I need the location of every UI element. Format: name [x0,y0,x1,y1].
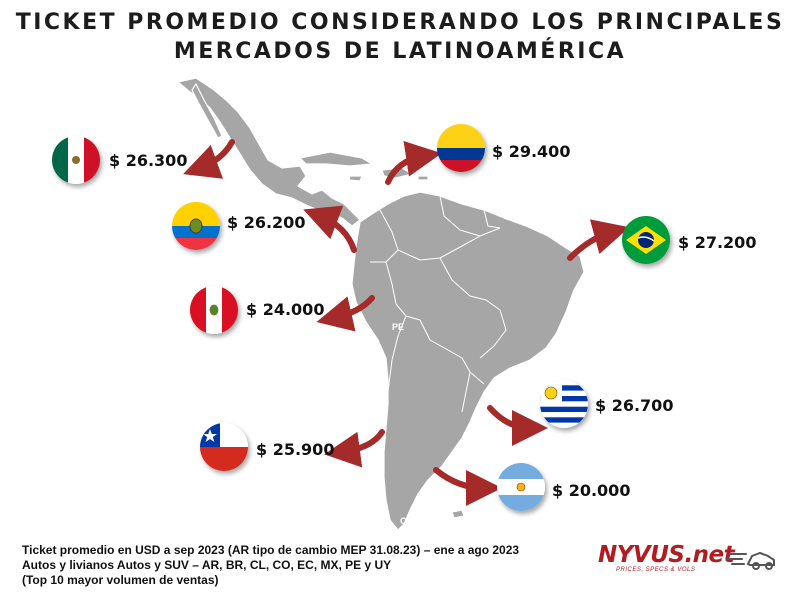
mexico-region [177,77,361,227]
price-uruguay: $ 26.700 [595,396,674,415]
arrow-colombia [385,140,442,185]
title-line-2: MERCADOS DE LATINOAMÉRICA [173,39,627,64]
arrow-argentina [433,467,502,506]
peru-flag [190,286,238,334]
arrow-peru [316,295,375,332]
jamaica [348,175,363,182]
logo-tagline: PRICES, SPECS & VOLS [616,567,696,573]
arrow-chile [324,429,385,468]
price-peru: $ 24.000 [246,300,325,319]
brazil-flag [622,216,670,264]
price-brazil: $ 27.200 [678,233,757,252]
arrow-mexico [183,139,235,179]
arrow-uruguay [487,405,548,446]
nyvus-logo: NYVUS.net PRICES, SPECS & VOLS [598,542,778,576]
footnote-line-2: Autos y livianos Autos y SUV – AR, BR, C… [22,558,392,572]
arrow-ecuador [303,205,357,253]
uruguay-flag [540,380,588,428]
baja-california [191,83,223,139]
mexico-flag [52,136,100,184]
price-mexico: $ 26.300 [109,151,188,170]
logo-text: NYVUS.net [598,542,735,568]
puerto-rico [417,175,429,181]
footnote-line-1: Ticket promedio en USD a sep 2023 (AR ti… [22,543,520,557]
chile-flag [200,423,248,471]
argentina-flag [497,463,545,511]
price-argentina: $ 20.000 [552,481,631,500]
colombia-flag [437,124,485,172]
page-title: TICKET PROMEDIO CONSIDERANDO LOS PRINCIP… [0,8,800,66]
car-speed-icon [726,551,775,570]
title-line-1: TICKET PROMEDIO CONSIDERANDO LOS PRINCIP… [15,10,785,35]
price-ecuador: $ 26.200 [227,213,306,232]
price-chile: $ 25.900 [256,440,335,459]
cuba [299,151,373,167]
ecuador-flag [172,202,220,250]
south-america [351,191,585,531]
arrow-brazil [567,219,630,261]
footnote-line-3: (Top 10 mayor volumen de ventas) [22,573,219,587]
price-colombia: $ 29.400 [492,142,571,161]
map-label-ce: CE [400,516,413,526]
footnote: Ticket promedio en USD a sep 2023 (AR ti… [22,543,519,588]
falklands [451,509,465,519]
map-label-pe: PE [392,322,405,332]
